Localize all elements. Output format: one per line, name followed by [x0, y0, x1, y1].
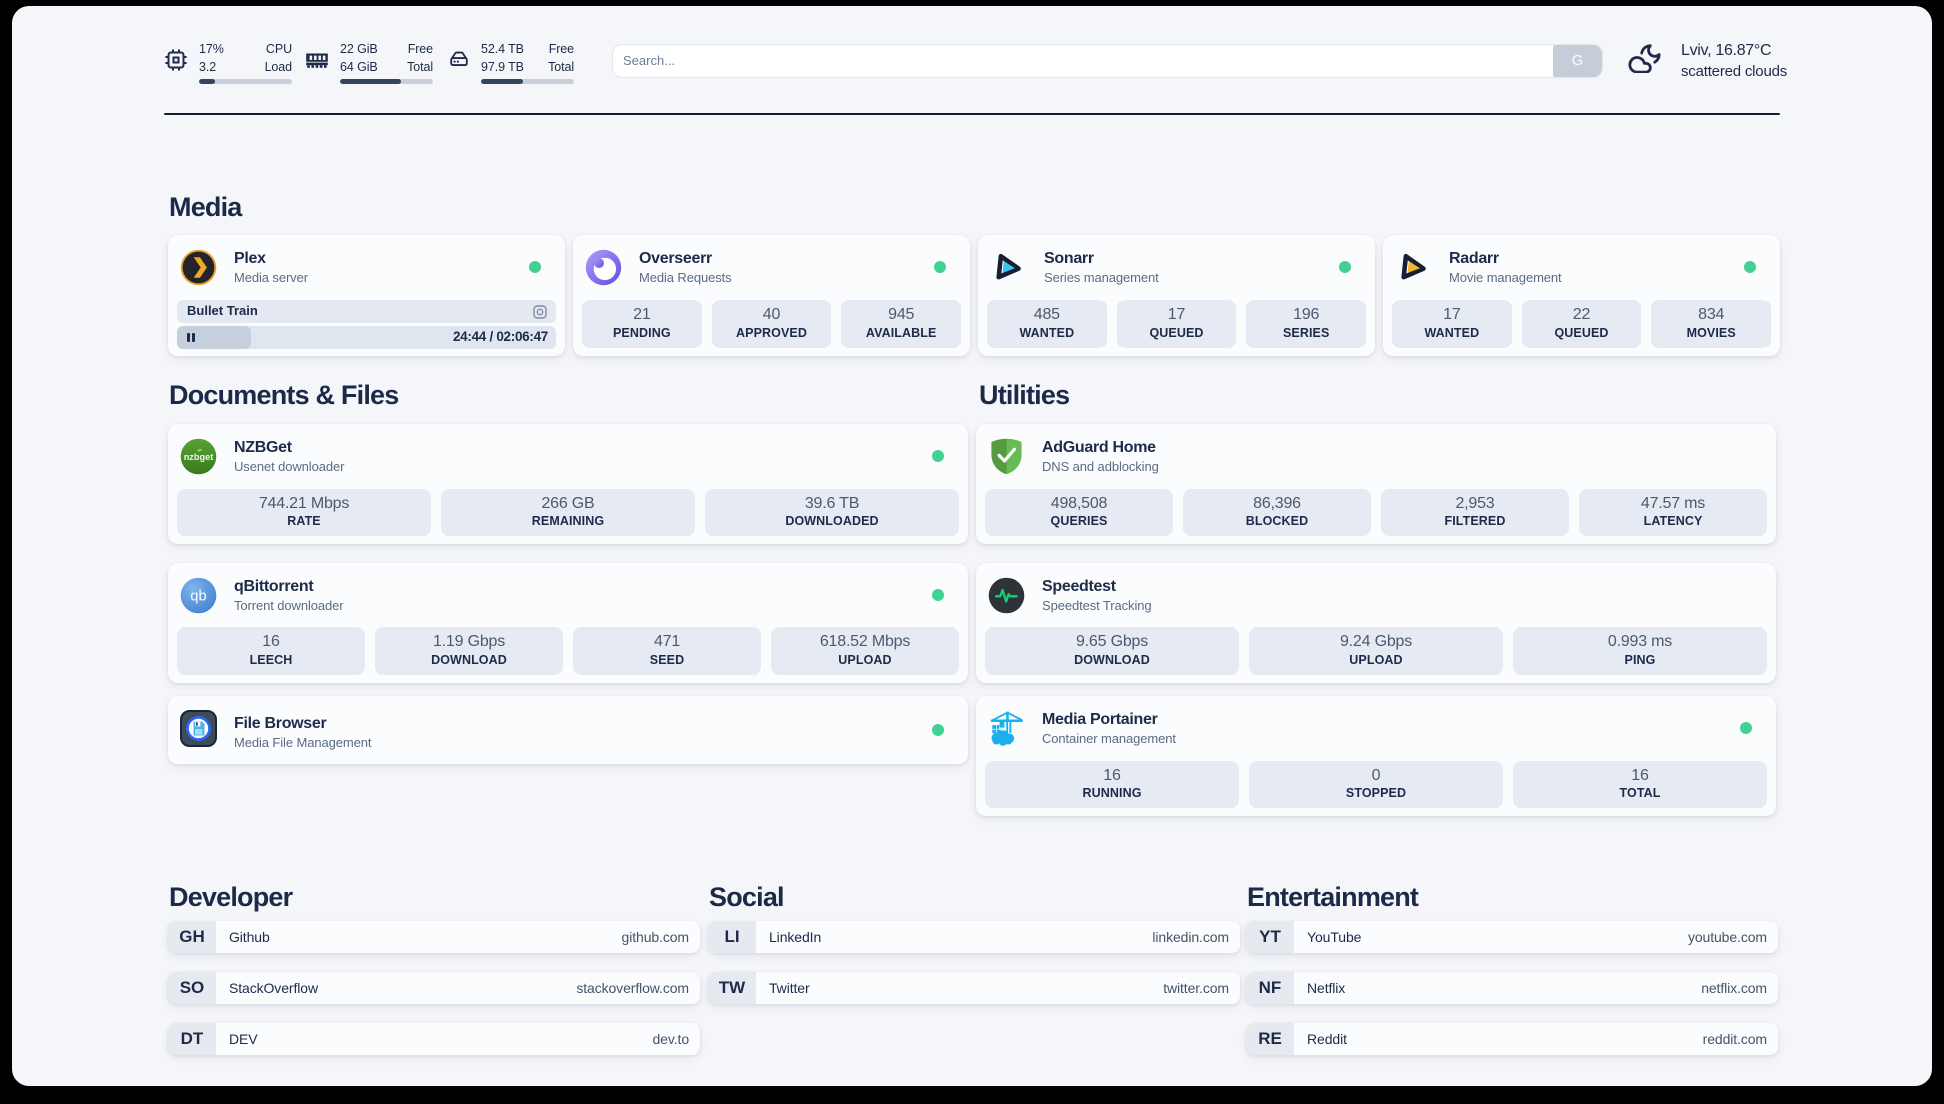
svg-text:qb: qb — [190, 588, 206, 604]
svg-text:nzbget: nzbget — [184, 452, 214, 462]
